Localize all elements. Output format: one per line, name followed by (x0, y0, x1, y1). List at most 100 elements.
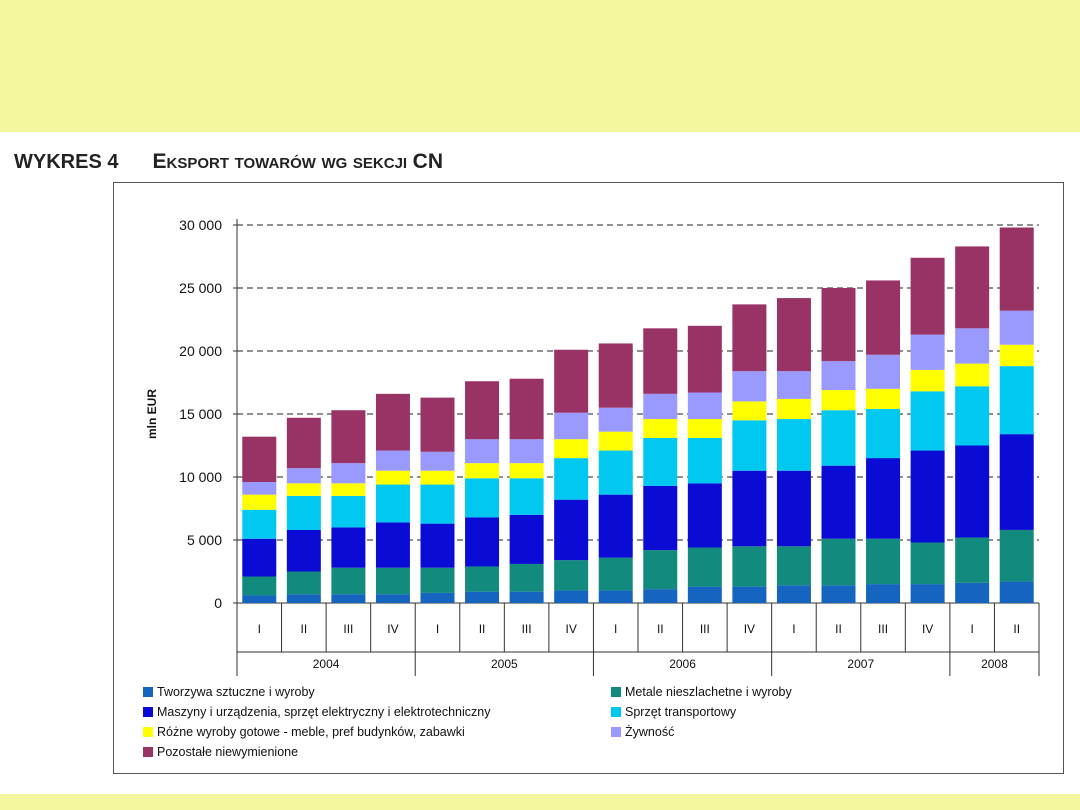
bar-segment (420, 484, 455, 524)
bar-segment (331, 594, 366, 603)
x-tick-label: I (614, 622, 617, 636)
x-tick-label: II (835, 622, 842, 636)
bar-segment (643, 393, 678, 420)
bar-segment (331, 527, 366, 568)
legend-label: Pozostałe niewymienione (157, 745, 299, 759)
x-tick-label: II (479, 622, 486, 636)
bar-segment (242, 509, 277, 539)
bar-segment (465, 566, 500, 592)
bar-segment (554, 412, 589, 440)
legend-swatch (611, 687, 621, 697)
figure-caption: EKSPORT TOWARÓW WG SEKCJI CN (152, 150, 443, 173)
bar-segment (955, 328, 990, 364)
bar-segment (375, 393, 410, 451)
legend-swatch (611, 727, 621, 737)
legend-swatch (143, 707, 153, 717)
bar-segment (687, 437, 722, 484)
bar-segment (776, 298, 811, 372)
figure-number: WYKRES 4 (14, 151, 119, 173)
bar-segment (821, 465, 856, 539)
bar-segment (910, 334, 945, 370)
year-label: 2008 (981, 657, 1008, 671)
bar-segment (955, 582, 990, 603)
bar-segment (554, 458, 589, 500)
bar-segment (910, 450, 945, 543)
bar-segment (509, 591, 544, 603)
bar-segment (866, 458, 901, 539)
bar-segment (732, 401, 767, 421)
bar-segment (821, 361, 856, 391)
bar-segment (465, 381, 500, 440)
bottom-banner (0, 794, 1080, 810)
x-tick-label: III (700, 622, 710, 636)
bar-segment (910, 542, 945, 585)
y-tick-label: 20 000 (179, 343, 222, 359)
x-tick-label: II (300, 622, 307, 636)
bar-segment (598, 494, 633, 558)
bar-segment (687, 586, 722, 603)
bar-segment (331, 567, 366, 595)
bar-segment (955, 537, 990, 583)
bar-segment (910, 369, 945, 392)
y-tick-label: 0 (214, 595, 222, 611)
bar-segment (687, 483, 722, 548)
bar-segment (509, 514, 544, 564)
bar-segment (598, 343, 633, 408)
x-tick-label: IV (744, 622, 755, 636)
bar-segment (955, 386, 990, 446)
year-label: 2007 (847, 657, 874, 671)
bar-segment (286, 417, 321, 469)
legend-item: Żywność (611, 725, 674, 739)
bar-segment (509, 563, 544, 592)
bar-segment (286, 594, 321, 603)
bar-segment (821, 410, 856, 466)
legend-label: Tworzywa sztuczne i wyroby (157, 685, 315, 699)
legend-item: Maszyny i urządzenia, sprzęt elektryczny… (143, 705, 490, 719)
bar-segment (465, 517, 500, 567)
legend-item: Sprzęt transportowy (611, 705, 736, 719)
year-label: 2004 (313, 657, 340, 671)
bar-segment (331, 495, 366, 528)
bar-segment (509, 378, 544, 440)
x-tick-label: I (436, 622, 439, 636)
bar-segment (242, 494, 277, 510)
bar-segment (643, 328, 678, 394)
bar-segment (509, 439, 544, 464)
bar-segment (821, 390, 856, 411)
bar-segment (375, 522, 410, 568)
bar-segment (821, 288, 856, 362)
x-tick-label: IV (565, 622, 576, 636)
bar-segment (509, 478, 544, 515)
bar-segment (242, 576, 277, 596)
bar-segment (331, 410, 366, 464)
bar-segment (242, 538, 277, 577)
bar-segment (999, 310, 1034, 345)
x-tick-label: III (343, 622, 353, 636)
x-tick-label: II (657, 622, 664, 636)
bar-segment (286, 571, 321, 595)
y-tick-label: 15 000 (179, 406, 222, 422)
bar-segment (420, 523, 455, 568)
y-tick-label: 10 000 (179, 469, 222, 485)
x-tick-label: I (970, 622, 973, 636)
legend-swatch (143, 727, 153, 737)
top-banner (0, 0, 1080, 132)
legend-swatch (611, 707, 621, 717)
bar-segment (866, 538, 901, 585)
chart-frame (113, 182, 1064, 774)
bar-segment (776, 371, 811, 399)
bar-segment (554, 499, 589, 561)
bar-segment (509, 463, 544, 479)
bar-segment (732, 586, 767, 603)
legend-swatch (143, 747, 153, 757)
x-tick-label: IV (922, 622, 933, 636)
bar-segment (910, 257, 945, 335)
y-tick-label: 30 000 (179, 217, 222, 233)
bar-segment (242, 595, 277, 603)
bar-segment (910, 584, 945, 603)
bar-segment (732, 470, 767, 547)
bar-segment (732, 420, 767, 471)
bar-segment (286, 495, 321, 530)
bar-segment (999, 581, 1034, 603)
